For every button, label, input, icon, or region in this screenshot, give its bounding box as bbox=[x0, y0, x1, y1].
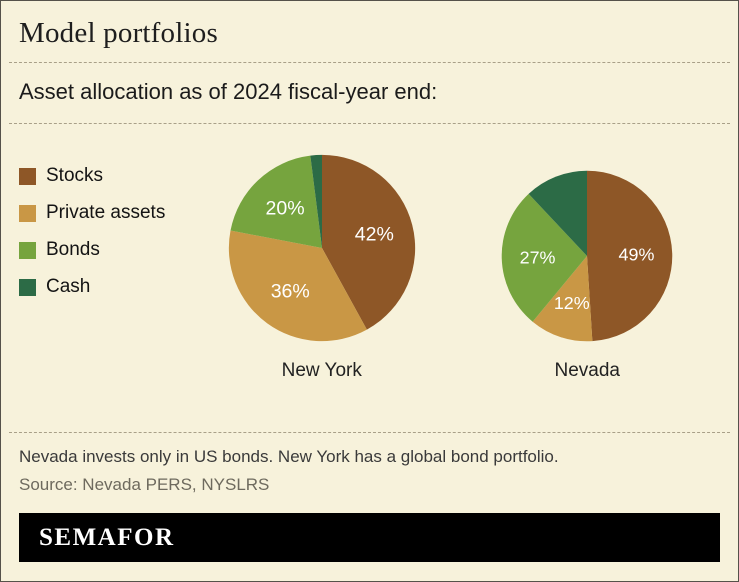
legend-swatch-cash bbox=[19, 278, 36, 296]
pie-chart-new-york: 42% 36% 20% bbox=[227, 153, 417, 343]
legend-label-private-assets: Private assets bbox=[46, 202, 166, 223]
legend-item-stocks: Stocks bbox=[19, 164, 189, 188]
legend-item-cash: Cash bbox=[19, 275, 189, 299]
chart-row: Stocks Private assets Bonds Cash 42% 36% 20% … bbox=[19, 124, 720, 432]
legend-label-stocks: Stocks bbox=[46, 165, 104, 186]
svg-text:20%: 20% bbox=[265, 198, 304, 220]
svg-text:12%: 12% bbox=[554, 293, 590, 313]
semafor-logo-bar: SEMAFOR bbox=[19, 513, 720, 562]
svg-text:27%: 27% bbox=[520, 248, 556, 268]
chart-source: Source: Nevada PERS, NYSLRS bbox=[19, 475, 270, 494]
semafor-wordmark: SEMAFOR bbox=[39, 523, 175, 551]
pie-caption-new-york: New York bbox=[281, 360, 362, 381]
divider-top bbox=[9, 62, 730, 63]
chart-note: Nevada invests only in US bonds. New Yor… bbox=[19, 447, 559, 466]
legend-item-bonds: Bonds bbox=[19, 238, 189, 262]
legend-swatch-bonds bbox=[19, 241, 36, 259]
legend-swatch-private-assets bbox=[19, 204, 36, 222]
chart-subtitle: Asset allocation as of 2024 fiscal-year … bbox=[19, 79, 438, 104]
pie-caption-nevada: Nevada bbox=[554, 360, 621, 381]
page-title: Model portfolios bbox=[19, 17, 218, 49]
legend-swatch-stocks bbox=[19, 167, 36, 185]
divider-bottom bbox=[9, 432, 730, 433]
svg-text:42%: 42% bbox=[355, 224, 394, 246]
pie-block-nevada: 49% 12% 27% Nevada bbox=[455, 124, 721, 432]
legend-item-private-assets: Private assets bbox=[19, 201, 189, 225]
legend-label-bonds: Bonds bbox=[46, 239, 100, 260]
svg-text:36%: 36% bbox=[270, 281, 309, 303]
pie-block-new-york: 42% 36% 20% New York bbox=[189, 124, 455, 432]
pie-chart-nevada: 49% 12% 27% bbox=[500, 169, 674, 343]
legend: Stocks Private assets Bonds Cash bbox=[19, 124, 189, 432]
legend-label-cash: Cash bbox=[46, 276, 91, 297]
divider-middle bbox=[9, 123, 730, 124]
svg-text:49%: 49% bbox=[619, 244, 655, 264]
